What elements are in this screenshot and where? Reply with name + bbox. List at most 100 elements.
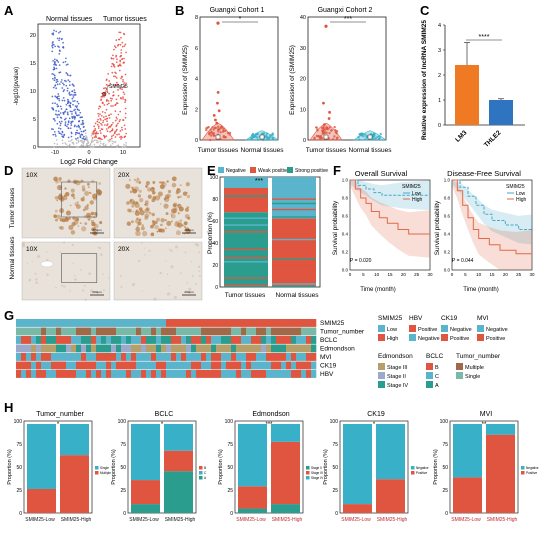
heatmap-cell xyxy=(231,319,237,327)
heatmap-cell xyxy=(201,361,207,370)
ihc-stain xyxy=(151,220,155,223)
volcano-point xyxy=(116,102,119,105)
ihc-stain xyxy=(87,186,90,189)
e-bar-stripe xyxy=(224,257,268,259)
violin-outlier xyxy=(322,101,325,105)
volcano-point xyxy=(115,81,118,84)
volcano-point xyxy=(70,124,73,126)
volcano-point xyxy=(54,45,56,48)
c-ylabel: Relative expression of lncRNA SMIM25 xyxy=(421,20,428,140)
violin-point xyxy=(376,135,379,138)
heatmap-cell xyxy=(101,327,107,336)
ihc-stain xyxy=(132,210,134,213)
violin-outlier xyxy=(216,101,219,105)
volcano-point xyxy=(122,119,125,121)
ihc-stain xyxy=(92,196,97,201)
h-legend-label: Multiple xyxy=(100,471,111,475)
heatmap-cell xyxy=(296,336,302,344)
volcano-point xyxy=(105,83,108,86)
ihc-cell xyxy=(170,249,173,252)
heatmap-cell xyxy=(196,319,202,327)
cohort2-xcat-2: Normal tissues xyxy=(349,147,393,154)
ihc-vessel xyxy=(40,260,54,268)
e-legend-swatch-strong xyxy=(287,167,293,173)
heatmap-cell xyxy=(211,361,217,370)
violin-point xyxy=(357,135,360,139)
c-xcat: THLE2 xyxy=(483,129,503,149)
km-ytick-label: 0.4 xyxy=(342,232,349,237)
violin-box xyxy=(367,134,373,140)
ihc-magnification-label: 20X xyxy=(118,172,130,179)
volcano-point xyxy=(62,112,65,114)
volcano-point xyxy=(51,46,54,49)
e-bar-stripe xyxy=(272,258,316,261)
ihc-stain xyxy=(54,209,58,213)
h-legend-label: Positive xyxy=(416,471,427,475)
heatmap-cell xyxy=(61,336,67,344)
ihc-cell xyxy=(120,246,124,249)
panel-b: B Guangxi Cohort 1 Guangxi Cohort 2 Expr… xyxy=(175,3,392,154)
h-sig: ** xyxy=(482,422,487,428)
ihc-image xyxy=(21,241,111,301)
h-legend-swatch xyxy=(199,476,203,480)
heatmap-cell xyxy=(266,370,272,378)
volcano-point xyxy=(67,136,70,139)
heatmap-cell xyxy=(121,370,127,378)
volcano-point xyxy=(74,108,76,111)
ihc-scalebar-label: 200μm xyxy=(184,228,194,232)
heatmap-cell xyxy=(281,353,287,361)
volcano-point xyxy=(112,94,115,97)
volcano-point xyxy=(123,124,126,127)
heatmap-cell xyxy=(176,319,182,327)
volcano-point xyxy=(116,58,118,61)
ihc-cell xyxy=(165,260,167,262)
heatmap-cell xyxy=(106,353,112,361)
ihc-stain xyxy=(181,224,184,227)
heatmap-cell xyxy=(206,336,212,344)
volcano-point xyxy=(56,59,58,62)
heatmap-legend: SMIM25LowHighHBVPositiveNegativeCK19Nega… xyxy=(378,315,508,389)
volcano-point xyxy=(76,137,79,139)
volcano-point xyxy=(124,43,127,46)
ihc-cell xyxy=(144,253,146,256)
heatmap-cell xyxy=(261,353,267,361)
heatmap-cell xyxy=(131,336,137,344)
ihc-cell xyxy=(191,275,195,278)
violin-outlier xyxy=(216,90,220,94)
h-legend-swatch xyxy=(411,471,415,475)
heatmap-cell xyxy=(156,327,162,336)
volcano-point xyxy=(120,36,122,39)
ihc-cell xyxy=(190,260,193,263)
heatmap-cell xyxy=(46,370,52,378)
legend-label: High xyxy=(387,336,398,342)
heatmap-cell xyxy=(181,336,187,344)
volcano-point xyxy=(86,137,88,140)
volcano-point xyxy=(118,38,121,41)
ihc-stain xyxy=(154,195,160,201)
volcano-point xyxy=(110,105,112,107)
volcano-point xyxy=(76,132,79,134)
violin-point xyxy=(335,132,338,135)
ihc-cell xyxy=(88,272,91,276)
ihc-stain xyxy=(54,196,59,200)
h-bar-segment xyxy=(238,486,267,509)
ihc-stain xyxy=(138,182,141,184)
h-legend-label: C xyxy=(204,471,207,475)
volcano-point xyxy=(123,143,125,146)
volcano-point xyxy=(53,62,56,65)
heatmap-cell xyxy=(181,319,187,327)
volcano-point xyxy=(61,142,64,145)
ihc-stain xyxy=(59,188,62,191)
volcano-point xyxy=(82,144,85,147)
heatmap-cell xyxy=(56,336,62,344)
heatmap-cell xyxy=(36,370,42,378)
heatmap-cell xyxy=(161,344,167,353)
violin-outlier xyxy=(328,110,331,114)
heatmap-cell xyxy=(231,327,237,336)
volcano-point xyxy=(71,90,73,93)
volcano-point xyxy=(53,29,55,32)
volcano-point xyxy=(65,108,68,111)
heatmap-cell xyxy=(236,344,242,353)
heatmap-cell xyxy=(166,327,172,336)
e-legend: Negative Weak positive Strong positive xyxy=(218,167,328,174)
